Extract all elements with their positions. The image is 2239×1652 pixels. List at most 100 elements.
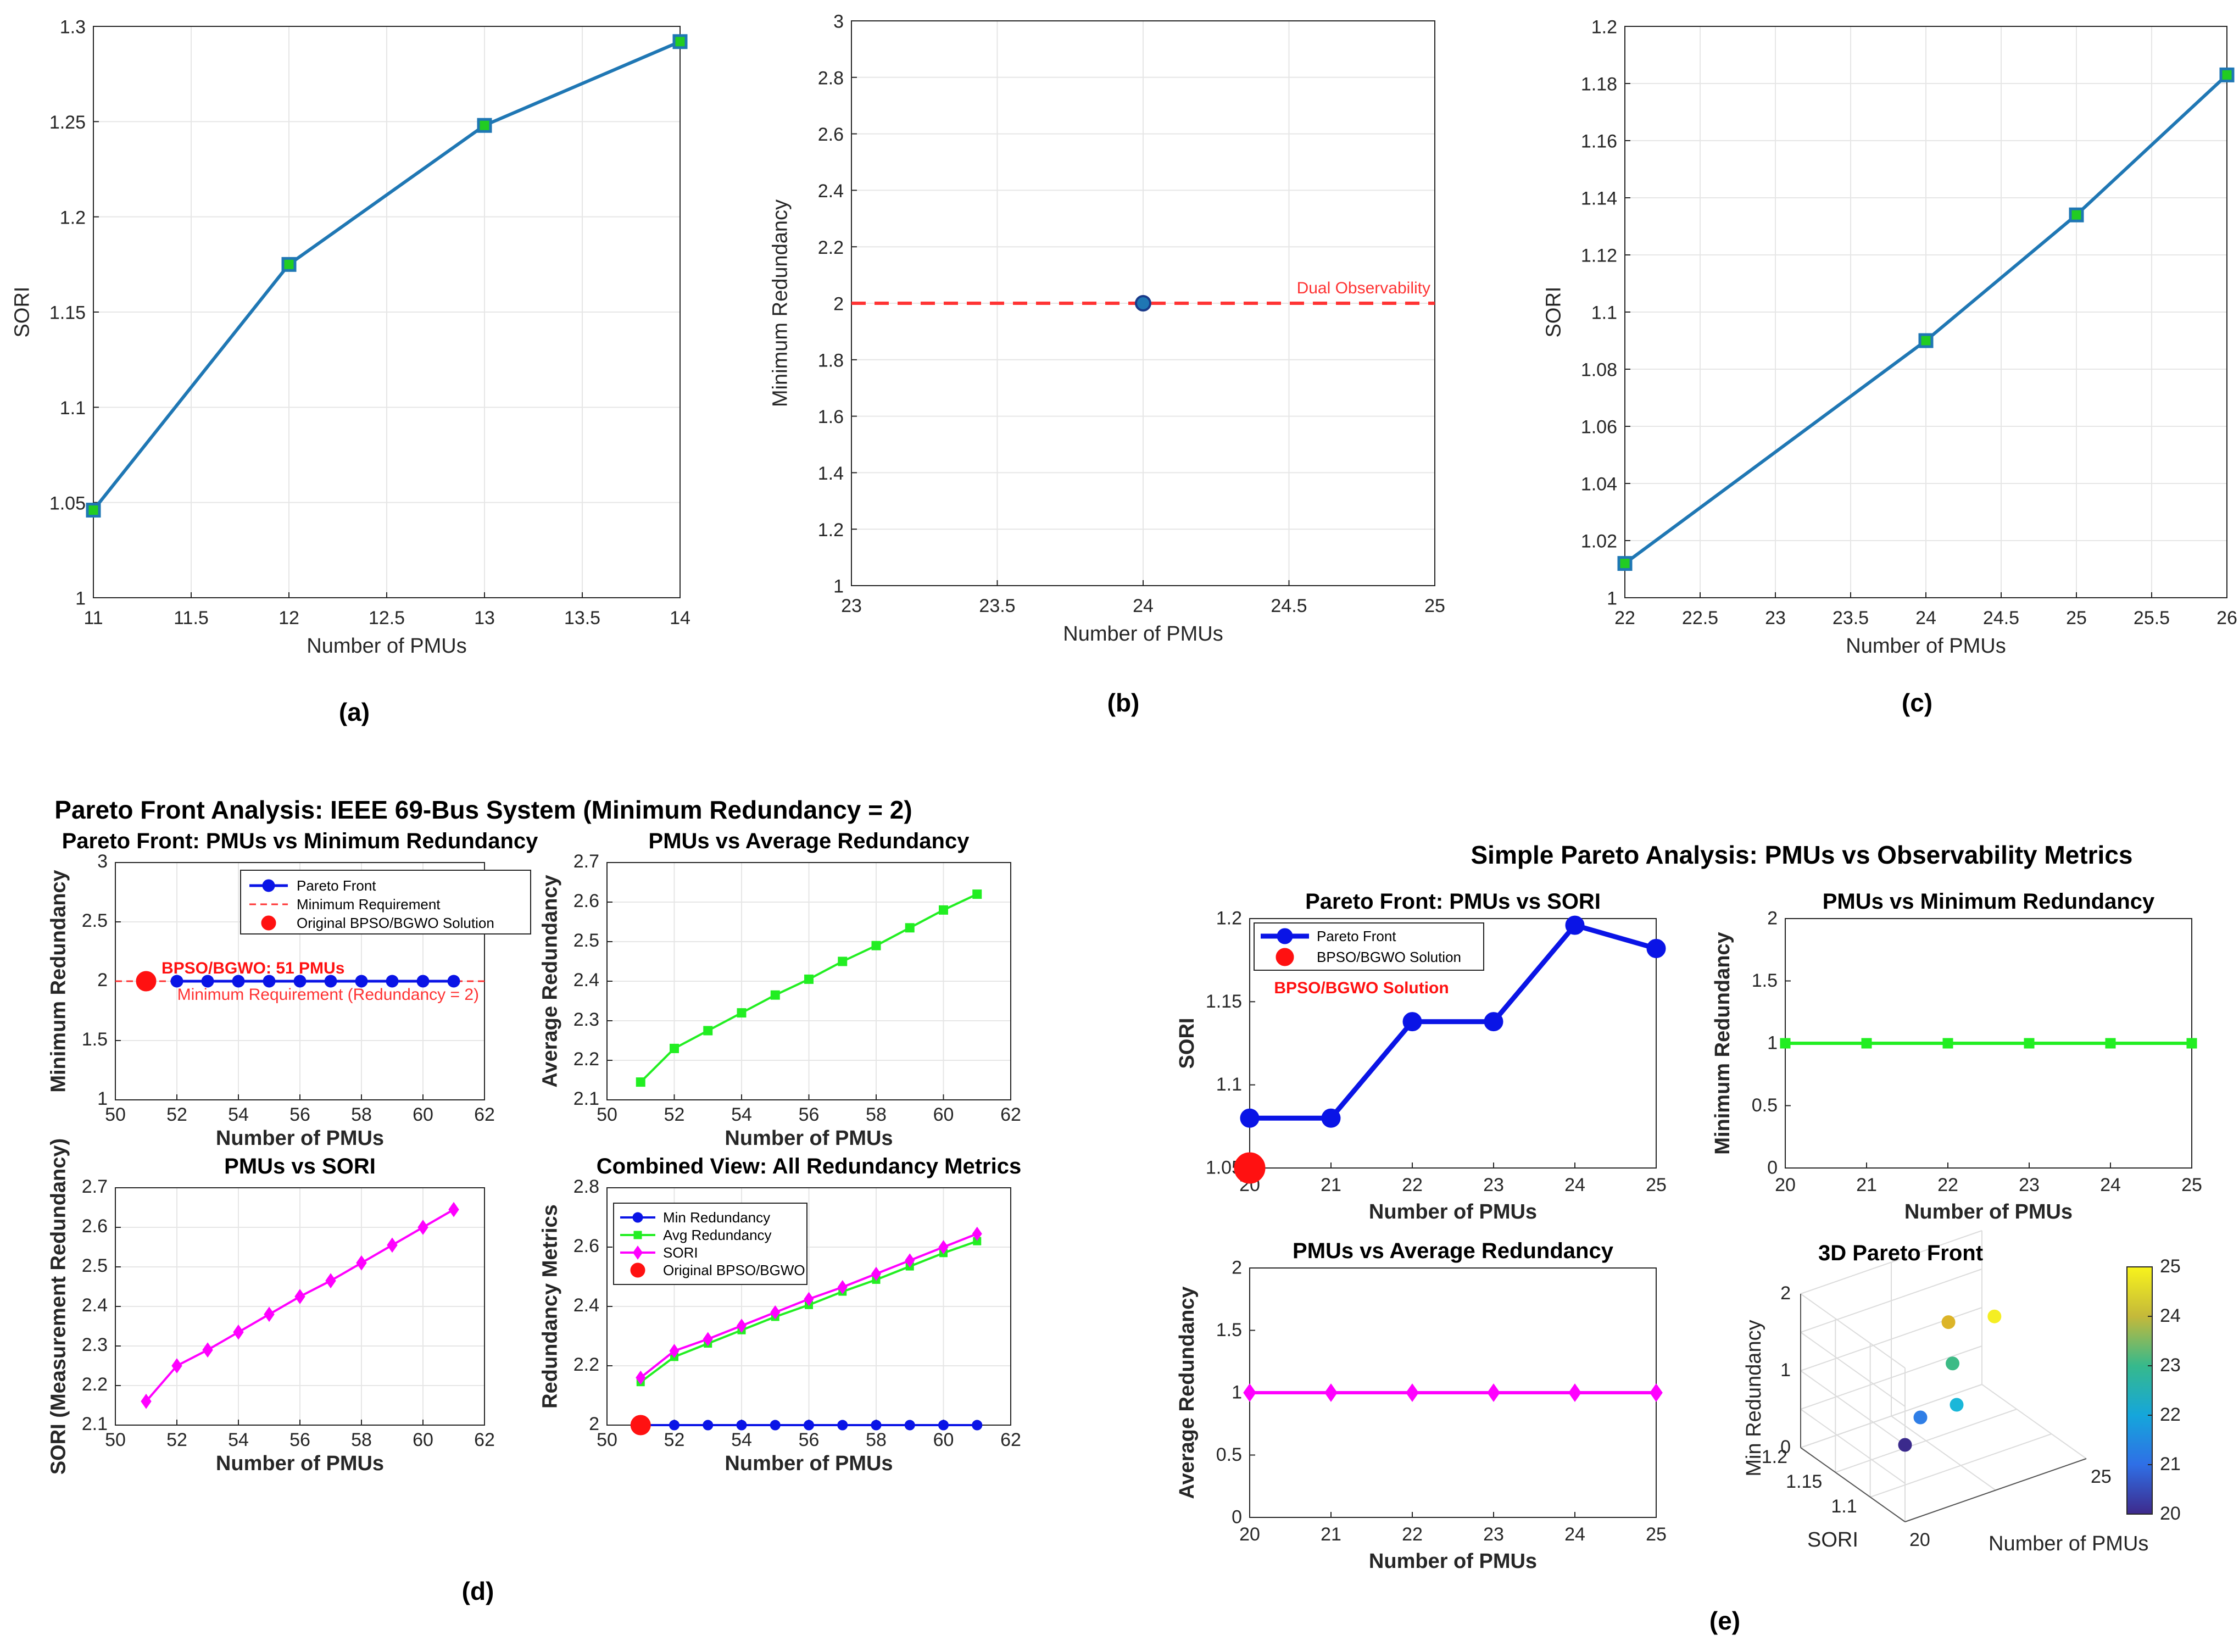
y-tick-label: 2.5 xyxy=(82,1255,108,1276)
chart-title: Combined View: All Redundancy Metrics xyxy=(597,1154,1021,1178)
x-tick-label: 23 xyxy=(1765,608,1786,628)
y-tick-label: 2.5 xyxy=(573,930,599,951)
legend-marker xyxy=(262,879,275,892)
caption-a: (a) xyxy=(339,698,370,726)
x-tick-label: 58 xyxy=(351,1429,372,1450)
data-point xyxy=(871,1266,882,1281)
y-axis-label: Average Redundancy xyxy=(538,875,561,1087)
y-tick-label: 1.06 xyxy=(1581,417,1617,438)
x-tick-label: 12 xyxy=(279,608,299,628)
data-point xyxy=(1898,1438,1912,1452)
y-tick-label: 1.2 xyxy=(818,520,844,541)
x-tick-label: 54 xyxy=(731,1429,752,1450)
colorbar-tick-label: 21 xyxy=(2160,1454,2181,1475)
x-axis-label: Number of PMUs xyxy=(1989,1532,2148,1555)
x-tick-label: 22.5 xyxy=(1682,608,1718,628)
x-tick-label: 54 xyxy=(228,1429,249,1450)
x-tick-label: 60 xyxy=(413,1429,433,1450)
colorbar-tick-label: 25 xyxy=(2160,1256,2181,1277)
data-point xyxy=(736,1420,747,1431)
solution-annotation: BPSO/BGWO: 51 PMUs xyxy=(161,959,344,977)
data-point xyxy=(837,1420,848,1431)
y-tick-label: 1 xyxy=(1767,1033,1778,1054)
y-tick-label: 1 xyxy=(1607,588,1617,609)
legend-label: Original BPSO/BGWO Solution xyxy=(297,915,494,931)
pareto-line xyxy=(1250,922,1657,1121)
x-tick-label: 62 xyxy=(474,1429,495,1450)
x-tick-label: 22 xyxy=(1937,1175,1958,1195)
y-tick-label: 2.6 xyxy=(818,124,844,145)
axes-box xyxy=(606,862,1011,1100)
chart-d4: 50 52 54 56 58 60 62 2 2.2 2.4 2.6 2.8 Number of PMU… xyxy=(538,1154,1021,1475)
data-point xyxy=(325,1273,336,1289)
y-tick-label: 2.4 xyxy=(82,1295,108,1316)
data-point xyxy=(636,1077,645,1087)
y-tick-label: 2.6 xyxy=(573,891,599,911)
x-axis-label: Number of PMUs xyxy=(1904,1200,2073,1223)
y-axis-label: Minimum Redundancy xyxy=(1711,932,1734,1154)
data-point xyxy=(356,1255,367,1271)
data-point xyxy=(669,1344,680,1358)
x-axis-label: Number of PMUs xyxy=(307,635,466,658)
z-tick-label: 1 xyxy=(1780,1360,1791,1381)
data-point xyxy=(672,34,688,49)
grid-line xyxy=(1800,1293,1906,1369)
x-tick-label: 11.5 xyxy=(174,608,209,628)
pareto-point xyxy=(293,975,307,988)
colorbar-tick-label: 23 xyxy=(2160,1355,2181,1376)
x-tick-label: 13.5 xyxy=(564,608,600,628)
y-tick-label: 2.6 xyxy=(573,1236,599,1256)
data-point xyxy=(972,1420,983,1431)
y-tick-label: 0 xyxy=(1767,1158,1778,1178)
x-tick-label: 60 xyxy=(933,1104,954,1125)
y-tick-label: 1.12 xyxy=(1581,246,1617,266)
x-tick-label: 24.5 xyxy=(1983,608,2019,628)
data-point xyxy=(141,1393,152,1409)
x-tick-label: 23 xyxy=(841,596,862,616)
data-point xyxy=(1861,1038,1872,1049)
y-tick-label: 2.3 xyxy=(82,1334,108,1355)
legend-label: SORI xyxy=(663,1244,698,1261)
data-point xyxy=(2219,67,2235,82)
x-tick-label: 52 xyxy=(664,1104,685,1125)
data-point xyxy=(636,1370,646,1385)
chart-c: 22 22.5 23 23.5 24 24.5 25 25.5 26 1 1.02 1.04 1.06 1… xyxy=(1542,17,2237,658)
data-point xyxy=(1568,1383,1581,1402)
y-tick-label: 2.3 xyxy=(573,1009,599,1030)
x-axis-label: Number of PMUs xyxy=(1369,1550,1537,1573)
x-tick-label: 14 xyxy=(670,608,690,628)
x-tick-label: 22 xyxy=(1402,1524,1423,1545)
data-point xyxy=(703,1420,714,1431)
legend-marker xyxy=(633,1231,642,1239)
x-tick-label: 56 xyxy=(799,1429,820,1450)
x-tick-label: 25 xyxy=(2181,1175,2202,1195)
data-point xyxy=(1946,1356,1960,1371)
y-tick-label: 1.5 xyxy=(1216,1320,1242,1340)
x-tick-label: 21 xyxy=(1856,1175,1877,1195)
y-tick-label: 1.02 xyxy=(1581,531,1617,552)
data-point xyxy=(2105,1038,2116,1049)
y-axis-label: Average Redundancy xyxy=(1176,1286,1199,1499)
data-point xyxy=(1918,333,1934,348)
z-tick-label: 0 xyxy=(1780,1437,1791,1458)
legend-label: Pareto Front xyxy=(1317,928,1396,944)
y-tick-label: 2.5 xyxy=(82,910,108,931)
chart-title: PMUs vs Minimum Redundancy xyxy=(1823,889,2155,914)
y-tick-label: 1.8 xyxy=(818,350,844,371)
y-tick-label: 1.6 xyxy=(818,407,844,427)
y-tick-label: 1.16 xyxy=(1581,131,1617,152)
y-tick-label: 0 xyxy=(1232,1507,1242,1528)
legend-marker xyxy=(1277,928,1293,944)
colorbar-tick-label: 22 xyxy=(2160,1404,2181,1425)
x-axis-label: Number of PMUs xyxy=(1063,622,1223,646)
chart-d3: 50 52 54 56 58 60 62 2.1 2.2 2.3 2.4 2.5 2.6 2.7 Numbe… xyxy=(47,1138,495,1475)
y-tick-label: 1.15 xyxy=(49,303,86,324)
axes-box xyxy=(93,26,681,598)
legend-marker xyxy=(632,1245,643,1260)
data-point xyxy=(1950,1398,1964,1412)
x-tick-label: 24 xyxy=(1133,596,1154,616)
data-point xyxy=(294,1289,305,1304)
y-tick-label: 2.1 xyxy=(82,1414,108,1434)
chart-d2: 50 52 54 56 58 60 62 2.1 2.2 2.3 2.4 2.5 2.6 2.7 Numbe… xyxy=(538,829,1021,1150)
